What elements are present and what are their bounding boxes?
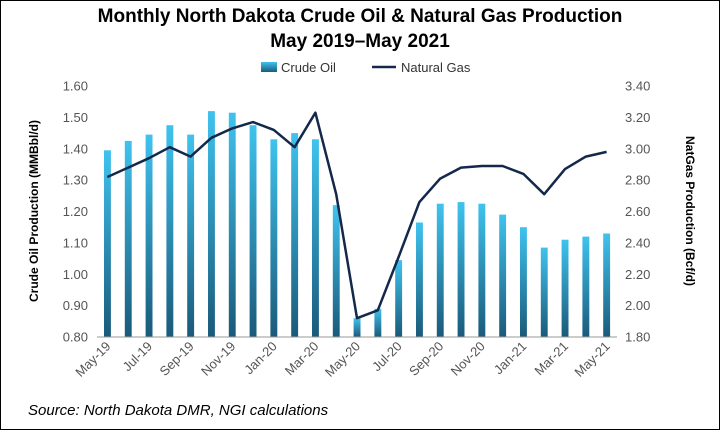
crude-oil-bar-Sep-19 [187,134,195,337]
left-axis-label: Crude Oil Production (MMBbl/d) [27,120,41,302]
x-tick-label: Jul-19 [119,339,155,375]
right-tick-label: 2.20 [625,267,650,282]
left-tick-label: 0.90 [63,298,88,313]
right-tick-label: 2.40 [625,235,650,250]
crude-oil-bar-Sep-20 [436,203,444,337]
crude-oil-bar-Feb-21 [540,247,548,337]
left-tick-label: 1.10 [63,235,88,250]
left-tick-label: 1.30 [63,173,88,188]
crude-oil-bar-Dec-20 [499,214,507,337]
legend: Crude Oil Natural Gas [261,60,471,75]
x-tick-label: May-21 [571,339,612,380]
crude-oil-bar-Apr-21 [582,236,590,337]
x-tick-label: May-19 [72,339,113,380]
crude-oil-bar-Mar-20 [312,139,319,337]
left-tick-label: 0.80 [63,330,88,345]
x-tick-label: Mar-21 [531,339,571,379]
right-axis-label: NatGas Production (Bcf/d) [683,136,697,286]
right-tick-label: 2.80 [625,173,650,188]
crude-oil-bar-Jan-21 [520,227,527,337]
right-axis-ticks: 1.80 2.00 2.20 2.40 2.60 2.80 3.00 3.20 3.40 [625,79,650,345]
x-tick-label: Jul-20 [369,339,405,375]
left-tick-label: 1.20 [63,204,88,219]
x-tick-label: Sep-19 [156,339,196,379]
legend-gas-label: Natural Gas [401,60,471,75]
x-tick-label: Nov-19 [198,339,238,379]
crude-oil-bar-Oct-20 [457,202,465,337]
crude-oil-bar-Aug-19 [166,125,174,337]
source-note: Source: North Dakota DMR, NGI calculatio… [28,402,329,419]
legend-crude-swatch [261,62,277,72]
crude-oil-bar-May-21 [603,233,611,337]
x-tick-label: Mar-20 [282,339,322,379]
crude-oil-bar-Jul-20 [395,260,403,337]
left-tick-label: 1.00 [63,267,88,282]
left-tick-label: 1.50 [63,110,88,125]
natural-gas-line [106,111,607,320]
crude-oil-bar-Jul-19 [145,134,153,337]
right-tick-label: 3.40 [625,79,650,94]
chart-title: Monthly North Dakota Crude Oil & Natural… [97,6,623,27]
crude-oil-bar-Jan-20 [270,139,278,337]
left-axis-ticks: 0.80 0.90 1.00 1.10 1.20 1.30 1.40 1.50 1.60 [63,79,88,345]
crude-oil-bar-Dec-19 [249,125,257,337]
crude-oil-bars [104,111,611,337]
crude-oil-bar-Jun-20 [374,308,382,337]
right-tick-label: 1.80 [625,330,650,345]
x-tick-label: May-20 [322,339,363,380]
crude-oil-bar-Nov-19 [228,112,236,337]
crude-oil-bar-Mar-21 [561,239,569,337]
x-tick-label: Sep-20 [406,339,446,379]
crude-oil-bar-Oct-19 [208,111,215,337]
crude-oil-bar-May-19 [104,150,111,337]
crude-oil-bar-Jun-19 [124,140,132,337]
x-axis-ticks: May-19 Jul-19 Sep-19 Nov-19 Jan-20 Mar-20 May-… [72,339,612,380]
crude-oil-bar-Apr-20 [332,205,340,337]
chart-subtitle: May 2019–May 2021 [270,31,450,52]
right-tick-label: 3.20 [625,110,650,125]
left-tick-label: 1.40 [63,141,88,156]
legend-crude-label: Crude Oil [281,60,336,75]
right-tick-label: 2.00 [625,298,650,313]
crude-oil-bar-Aug-20 [416,222,423,337]
crude-oil-bar-Feb-20 [291,133,299,337]
crude-oil-bar-May-20 [353,318,361,337]
x-tick-label: Nov-20 [448,339,488,379]
x-tick-label: Jan-20 [241,339,280,378]
left-tick-label: 1.60 [63,79,88,94]
right-tick-label: 3.00 [625,141,650,156]
right-tick-label: 2.60 [625,204,650,219]
x-tick-label: Jan-21 [491,339,530,378]
crude-oil-bar-Nov-20 [478,203,486,337]
